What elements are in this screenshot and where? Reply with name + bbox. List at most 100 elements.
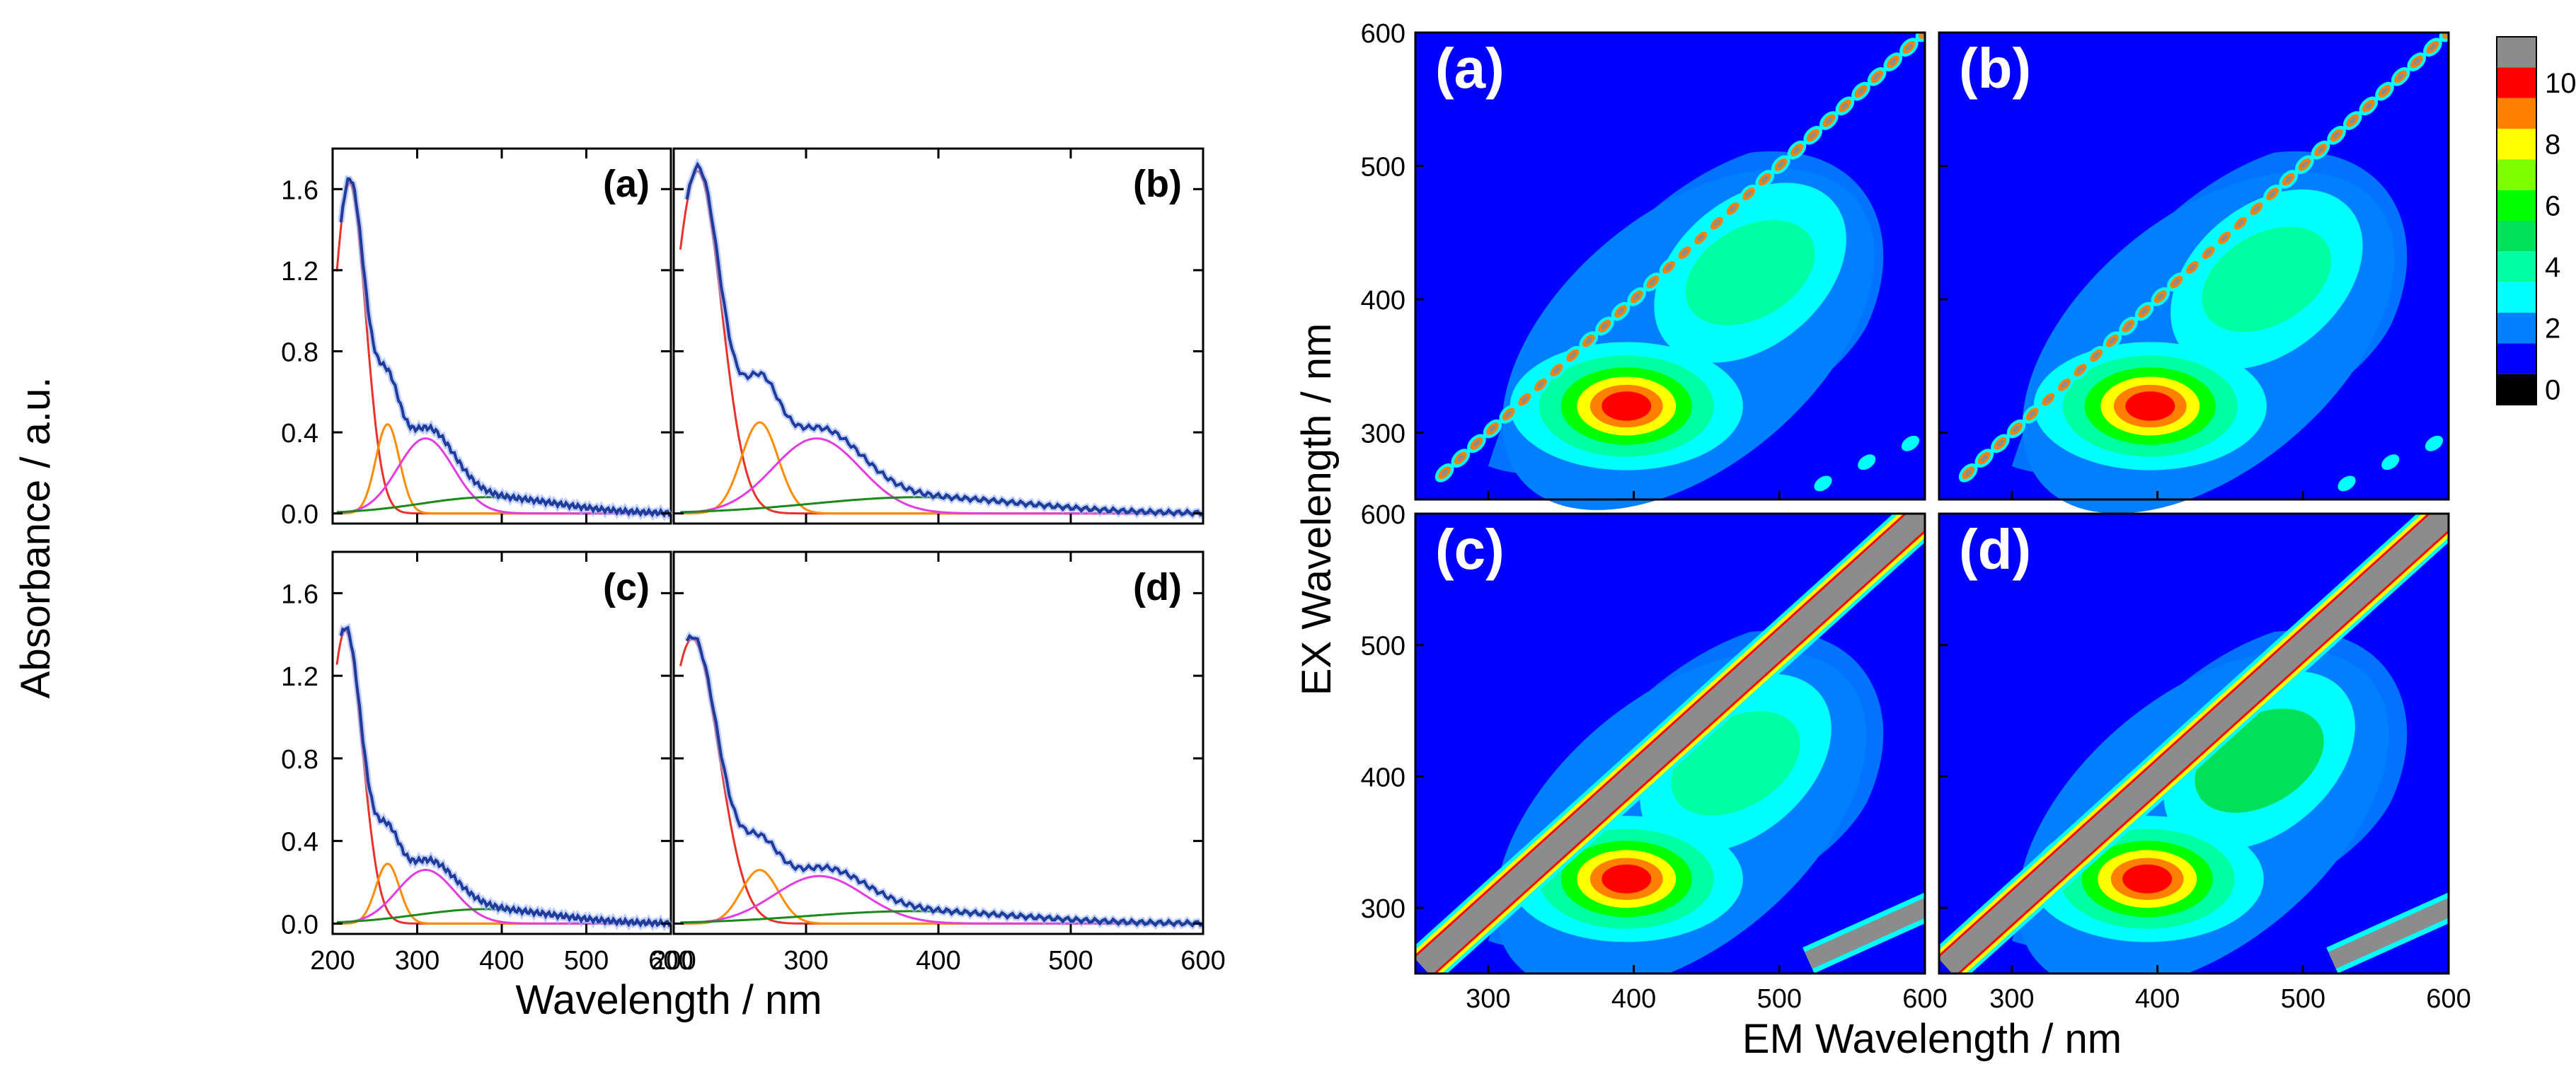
colorbar-level bbox=[2497, 251, 2536, 282]
scatter-dot-2nd bbox=[2381, 454, 2400, 470]
colorbar-level bbox=[2497, 190, 2536, 221]
scatter-band bbox=[1415, 514, 1925, 974]
scatter-band-2nd-core bbox=[1805, 897, 1925, 969]
plot-frame bbox=[672, 147, 1204, 525]
scatter-dot-peak bbox=[1713, 219, 1720, 227]
y-tick-label: 400 bbox=[1361, 286, 1405, 316]
panel-label: (d) bbox=[1959, 518, 2031, 581]
absorbance-panel-d: 200 300 400 500 600 (d) bbox=[651, 550, 1226, 976]
colorbar: 10 8 6 4 2 0 bbox=[2496, 36, 2576, 405]
y-tick-label: 1.2 bbox=[281, 662, 318, 692]
y-tick-label: 300 bbox=[1361, 420, 1405, 449]
y-tick-label: 0.8 bbox=[281, 337, 318, 367]
scatter-dot-peak bbox=[1553, 366, 1560, 374]
series-measured bbox=[339, 177, 672, 518]
y-tick-label: 0.0 bbox=[281, 500, 318, 530]
scatter-dot-peak bbox=[2429, 43, 2437, 51]
eem-panels: 300 400 500 600 (a) (b) 300 400 500 600 300 400 50… bbox=[1361, 19, 2471, 1014]
x-tick-label: 300 bbox=[1466, 984, 1510, 1014]
scatter-dot-peak bbox=[2028, 410, 2036, 418]
contour-area bbox=[1939, 33, 2449, 514]
scatter-dot-peak bbox=[2284, 175, 2292, 183]
scatter-dot-peak bbox=[1729, 205, 1737, 212]
scatter-dot-2nd bbox=[1858, 454, 1876, 470]
scatter-dot-peak bbox=[1601, 323, 1609, 330]
x-tick-label: 500 bbox=[1048, 946, 1093, 976]
scatter-dot-peak bbox=[1473, 440, 1480, 447]
x-tick-label: 600 bbox=[1902, 984, 1947, 1014]
x-tick-label: 400 bbox=[1611, 984, 1656, 1014]
scatter-dot-peak bbox=[2237, 219, 2244, 227]
y-tick-label: 0.4 bbox=[281, 828, 318, 858]
plot-area bbox=[679, 158, 1203, 520]
scatter-dot-peak bbox=[1505, 410, 1512, 418]
scatter-dot-2nd bbox=[2338, 475, 2356, 492]
scatter-dot-peak bbox=[2124, 323, 2132, 330]
scatter-band bbox=[1939, 514, 2449, 974]
scatter-dot-peak bbox=[1873, 73, 1880, 80]
x-tick-label: 600 bbox=[648, 946, 693, 976]
x-tick-label: 500 bbox=[2281, 984, 2325, 1014]
x-tick-label: 300 bbox=[395, 946, 439, 976]
scatter-dot-peak bbox=[2221, 234, 2228, 242]
scatter-dot-peak bbox=[1921, 33, 1925, 36]
scatter-dot-peak bbox=[2013, 425, 2020, 432]
x-tick-label: 600 bbox=[1180, 946, 1225, 976]
scatter-dot-peak bbox=[1489, 425, 1496, 432]
x-tick-label: 600 bbox=[2426, 984, 2471, 1014]
scatter-dot-peak bbox=[1617, 308, 1624, 315]
scatter-dot-peak bbox=[2061, 381, 2068, 388]
colorbar-level bbox=[2497, 282, 2536, 313]
plot-frame bbox=[672, 550, 1204, 935]
scatter-dot-peak bbox=[2397, 73, 2404, 80]
scatter-dot-core bbox=[2442, 33, 2449, 39]
colorbar-frame bbox=[2496, 36, 2537, 405]
scatter-dot-peak bbox=[2156, 293, 2164, 301]
scatter-dot-peak bbox=[2109, 337, 2116, 345]
scatter-dot-peak bbox=[2365, 102, 2372, 110]
colorbar-level bbox=[2497, 221, 2536, 252]
y-tick-label: 500 bbox=[1361, 153, 1405, 183]
contour-level-9 bbox=[1602, 864, 1652, 894]
x-tick-label: 500 bbox=[564, 946, 609, 976]
absorbance-panel-c: 0.0 0.4 0.8 1.2 1.6 200 300 400 500 600 (c) bbox=[281, 550, 694, 976]
scatter-dot-peak bbox=[1825, 117, 1832, 125]
x-tick-label: 300 bbox=[783, 946, 828, 976]
x-tick-label: 200 bbox=[651, 946, 696, 976]
eem-panel-c: 300 400 500 600 300 400 500 600 (c) bbox=[1361, 500, 1948, 1014]
eem-panel-b: (b) bbox=[1938, 31, 2450, 514]
panel-label: (b) bbox=[1133, 163, 1182, 205]
scatter-dot-peak bbox=[2381, 88, 2388, 95]
plot-frame bbox=[1414, 512, 1926, 975]
scatter-dot-peak bbox=[1809, 132, 1817, 139]
colorbar-tick-label: 10 bbox=[2545, 68, 2576, 99]
scatter-dot-peak bbox=[1457, 454, 1464, 462]
series-measured bbox=[685, 633, 1203, 928]
y-tick-label: 300 bbox=[1361, 894, 1405, 924]
colorbar-tick-label: 0 bbox=[2545, 374, 2560, 405]
colorbar-level bbox=[2497, 37, 2536, 68]
colorbar-tick-label: 4 bbox=[2545, 252, 2560, 283]
contour-area bbox=[1415, 514, 1925, 974]
panel-label: (a) bbox=[1435, 37, 1505, 100]
plot-area bbox=[335, 175, 672, 521]
y-tick-label: 500 bbox=[1361, 632, 1405, 662]
scatter-dot-peak bbox=[2445, 33, 2449, 36]
eem-y-axis-label: EX Wavelength / nm bbox=[1294, 323, 1340, 696]
contour-level-3 bbox=[1685, 220, 1815, 325]
scatter-dot-peak bbox=[1649, 278, 1657, 286]
scatter-dot-peak bbox=[2413, 58, 2420, 66]
y-tick-label: 600 bbox=[1361, 19, 1405, 49]
scatter-dot-peak bbox=[1841, 102, 1848, 110]
scatter-dot-peak bbox=[2349, 117, 2356, 125]
plot-frame bbox=[1414, 31, 1926, 501]
scatter-dot-peak bbox=[1996, 440, 2004, 447]
abs-x-axis-label: Wavelength / nm bbox=[515, 977, 822, 1023]
x-tick-label: 300 bbox=[1989, 984, 2034, 1014]
scatter-dot-peak bbox=[2269, 190, 2276, 197]
x-tick-label: 400 bbox=[2135, 984, 2180, 1014]
scatter-dot-2nd bbox=[1814, 475, 1832, 492]
scatter-dot-peak bbox=[1681, 249, 1689, 256]
scatter-dot-peak bbox=[1905, 43, 1913, 51]
scatter-dot-peak bbox=[2189, 264, 2196, 271]
